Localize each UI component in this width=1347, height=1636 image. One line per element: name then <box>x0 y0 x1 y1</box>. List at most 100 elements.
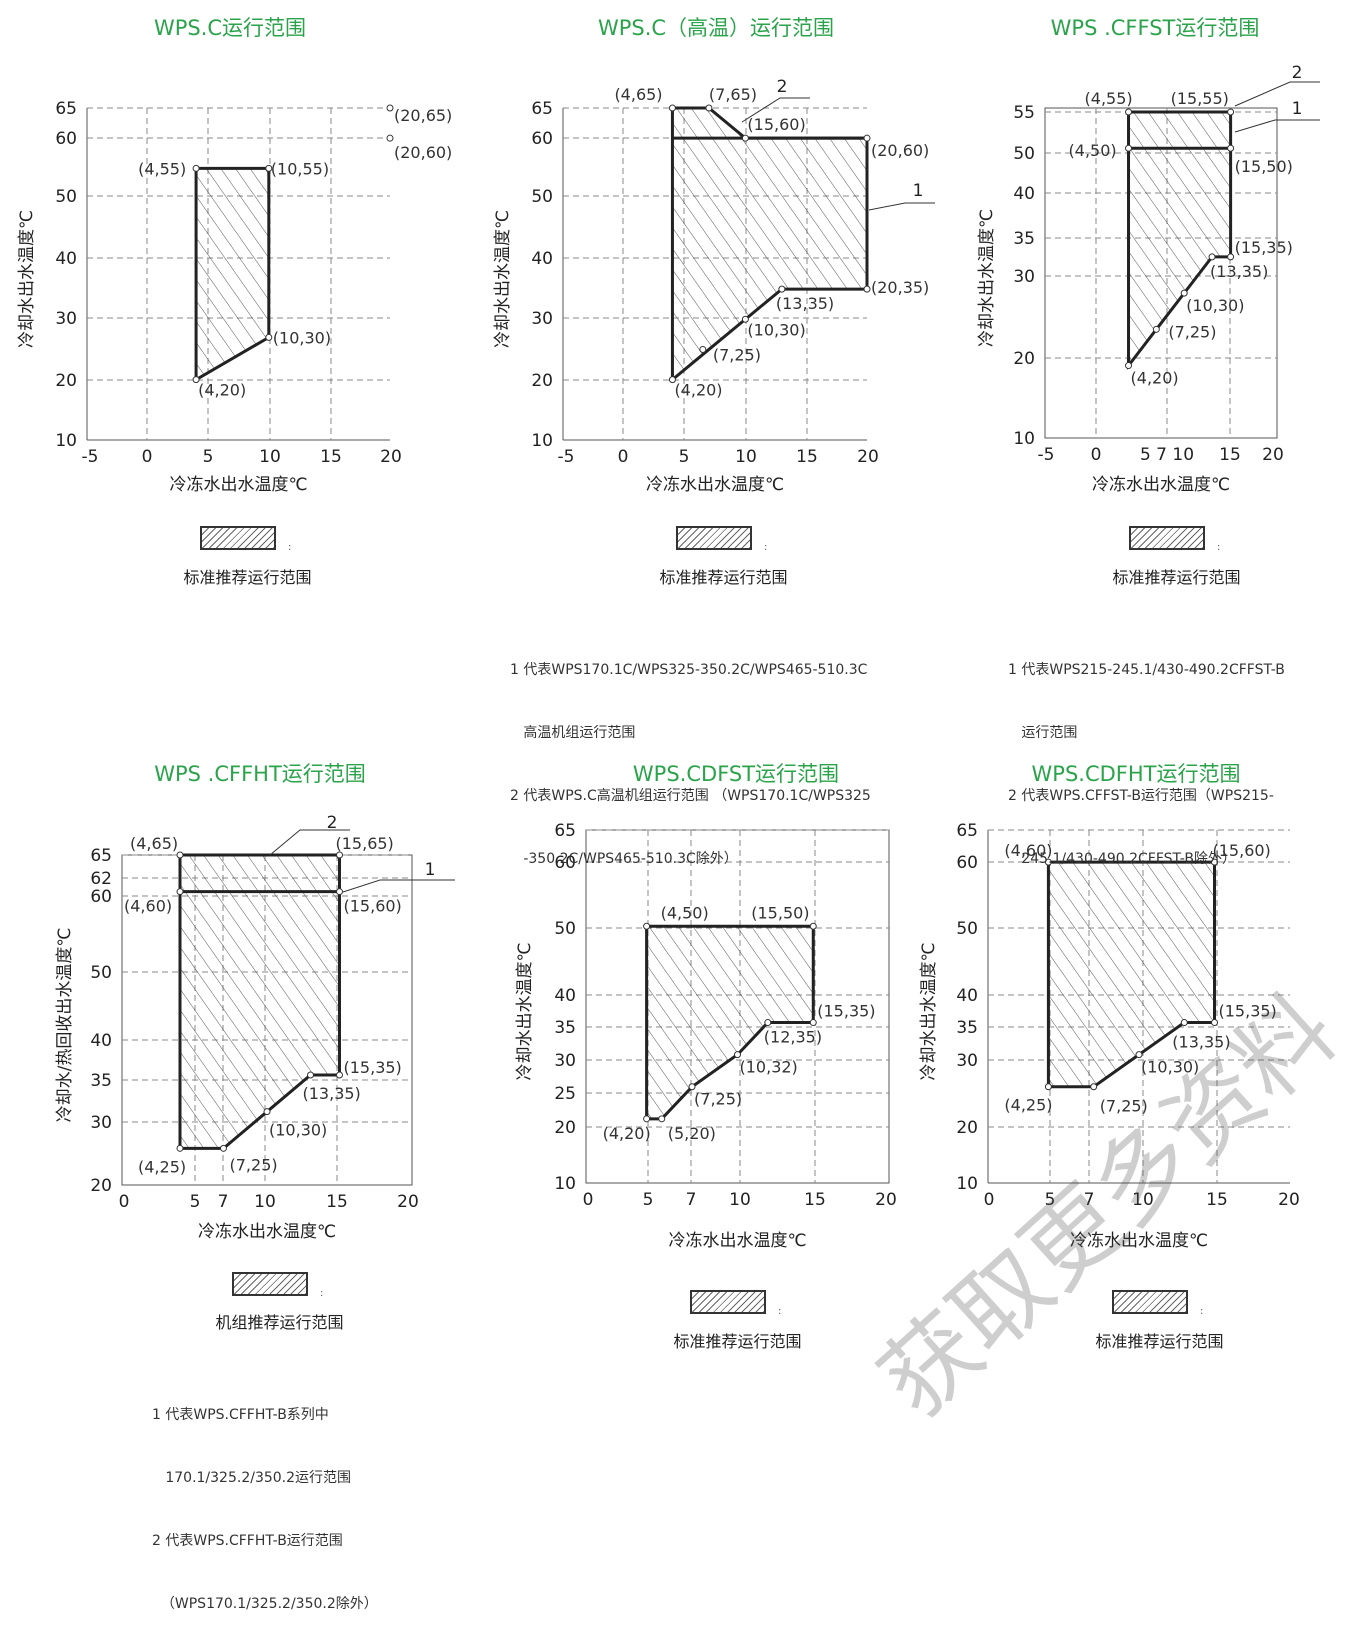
chart5-y-tick: 40 <box>554 986 576 1006</box>
chart4-y-tick: 30 <box>90 1113 112 1133</box>
legend-colon-1: : <box>288 542 292 553</box>
chart6-y-tick: 20 <box>956 1118 978 1138</box>
chart2-point <box>705 104 713 112</box>
chart6-point <box>1135 1051 1143 1059</box>
chart2-y-label: 冷却水出水温度℃ <box>493 210 513 348</box>
note-line: 2 代表WPS.CFFHT-B运行范围 <box>152 1533 343 1549</box>
chart2-point-label: (20,35) <box>871 278 929 297</box>
chart6-y-tick: 40 <box>956 986 978 1006</box>
chart1-point <box>386 134 394 142</box>
chart-title-5: WPS.CDFST运行范围 <box>632 762 840 786</box>
chart3-point <box>1208 253 1216 261</box>
chart2-point <box>699 345 707 353</box>
chart5-x-tick: 5 <box>643 1190 654 1210</box>
chart-title-4: WPS .CFFHT运行范围 <box>154 762 366 786</box>
chart3-point-label: (15,55) <box>1171 89 1229 108</box>
chart4-point-label: (10,30) <box>269 1121 327 1140</box>
chart6-point-label: (15,35) <box>1219 1002 1277 1021</box>
note-line: 1 代表WPS170.1C/WPS325-350.2C/WPS465-510.3… <box>510 662 868 678</box>
chart3-y-tick: 40 <box>1013 184 1035 204</box>
note-line: 1 代表WPS215-245.1/430-490.2CFFST-B <box>1008 662 1285 678</box>
chart2-y-tick: 65 <box>531 99 553 119</box>
legend-label-3: 标准推荐运行范围 <box>1112 568 1241 587</box>
chart2-point-label: (4,20) <box>674 381 722 400</box>
note-2: 1 代表WPS170.1C/WPS325-350.2C/WPS465-510.3… <box>510 618 871 891</box>
chart4-point <box>307 1071 314 1079</box>
chart2-x-tick: 10 <box>735 447 757 467</box>
chart4-point-label: (4,60) <box>124 897 172 916</box>
chart6-point <box>1180 1019 1188 1027</box>
chart1-x-tick: 20 <box>380 447 402 467</box>
chart3-y-tick: 10 <box>1013 429 1035 449</box>
chart1-x-tick: 5 <box>203 447 214 467</box>
chart5-point-label: (7,25) <box>694 1090 742 1109</box>
note-line: -350.2C/WPS465-510.3C除外） <box>510 851 738 867</box>
chart3-point <box>1227 253 1235 261</box>
chart5-x-tick: 15 <box>804 1190 826 1210</box>
chart5-x-tick: 20 <box>875 1190 897 1210</box>
chart4-y-tick: 20 <box>90 1176 112 1196</box>
chart6-x-tick: 5 <box>1045 1190 1056 1210</box>
chart1-point-label: (20,60) <box>394 143 452 162</box>
chart5-y-tick: 35 <box>554 1018 576 1038</box>
chart3-y-tick: 30 <box>1013 267 1035 287</box>
chart2-point-label: (10,30) <box>747 320 805 339</box>
legend-swatch-2 <box>676 526 752 550</box>
note-line: 245.1/430-490.2CFFST-B除外） <box>1008 851 1236 867</box>
chart-title-3: WPS .CFFST运行范围 <box>1050 16 1260 40</box>
chart1-operating-region <box>194 166 271 383</box>
chart2-point <box>863 285 871 293</box>
chart1-y-tick: 10 <box>55 431 77 451</box>
chart2-x-label: 冷冻水出水温度℃ <box>646 475 784 495</box>
chart4-x-tick: 10 <box>254 1192 276 1212</box>
legend-swatch-5 <box>690 1290 766 1314</box>
chart6-point-label: (4,25) <box>1004 1096 1052 1115</box>
chart2-point <box>778 285 786 293</box>
chart1-y-tick: 50 <box>55 187 77 207</box>
chart3-x-tick: 5 7 10 <box>1140 445 1194 465</box>
legend-swatch-1 <box>200 526 276 550</box>
chart1-point <box>386 104 394 112</box>
chart5-point-label: (4,50) <box>661 903 709 922</box>
chart6-x-tick: 10 <box>1132 1190 1154 1210</box>
chart4-x-tick: 15 <box>326 1192 348 1212</box>
chart3-callout-number-2: 2 <box>1292 63 1303 83</box>
chart2-point-label: (15,60) <box>747 115 805 134</box>
note-line: （WPS170.1/325.2/350.2除外） <box>152 1596 378 1612</box>
chart5-point <box>643 922 651 930</box>
chart5-y-tick: 60 <box>554 853 576 873</box>
chart-title-1: WPS.C运行范围 <box>153 16 307 40</box>
chart6-point-label: (10,30) <box>1141 1058 1199 1077</box>
chart1-x-label: 冷冻水出水温度℃ <box>169 475 307 495</box>
chart-title-2: WPS.C（高温）运行范围 <box>597 16 835 40</box>
chart4-y-tick: 62 <box>90 869 112 889</box>
chart6-y-tick: 50 <box>956 919 978 939</box>
chart5-y-tick: 65 <box>554 821 576 841</box>
chart4-point-label: (4,25) <box>138 1157 186 1176</box>
chart4-point <box>176 1144 184 1152</box>
chart3-point <box>1227 144 1235 152</box>
chart-title-6: WPS.CDFHT运行范围 <box>1031 762 1241 786</box>
note-line: 1 代表WPS.CFFHT-B系列中 <box>152 1407 329 1423</box>
chart4-point-label: (4,65) <box>130 834 178 853</box>
chart4-point <box>176 888 184 896</box>
chart3-operating-region <box>1127 110 1233 370</box>
chart6-operating-region <box>1046 860 1216 1089</box>
chart6-point <box>1044 1083 1052 1091</box>
chart4-x-tick: 5 <box>190 1192 201 1212</box>
legend-colon-2: : <box>764 542 768 553</box>
chart1-y-label: 冷却水出水温度℃ <box>17 210 37 348</box>
chart3-y-tick: 50 <box>1013 144 1035 164</box>
chart4-point-label: (15,35) <box>344 1058 402 1077</box>
chart5-x-label: 冷冻水出水温度℃ <box>668 1231 806 1251</box>
chart5-point-label: (12,35) <box>764 1028 822 1047</box>
chart1-point-label: (10,30) <box>273 328 331 347</box>
chart6-x-label: 冷冻水出水温度℃ <box>1070 1231 1208 1251</box>
chart5-x-tick: 0 <box>583 1190 594 1210</box>
legend-colon-5: : <box>778 1306 782 1317</box>
chart1-y-tick: 30 <box>55 309 77 329</box>
chart1-point <box>192 376 200 384</box>
chart5-point-label: (4,20) <box>603 1124 651 1143</box>
chart4-x-label: 冷冻水出水温度℃ <box>198 1222 336 1242</box>
chart3-y-label: 冷却水出水温度℃ <box>977 209 997 347</box>
